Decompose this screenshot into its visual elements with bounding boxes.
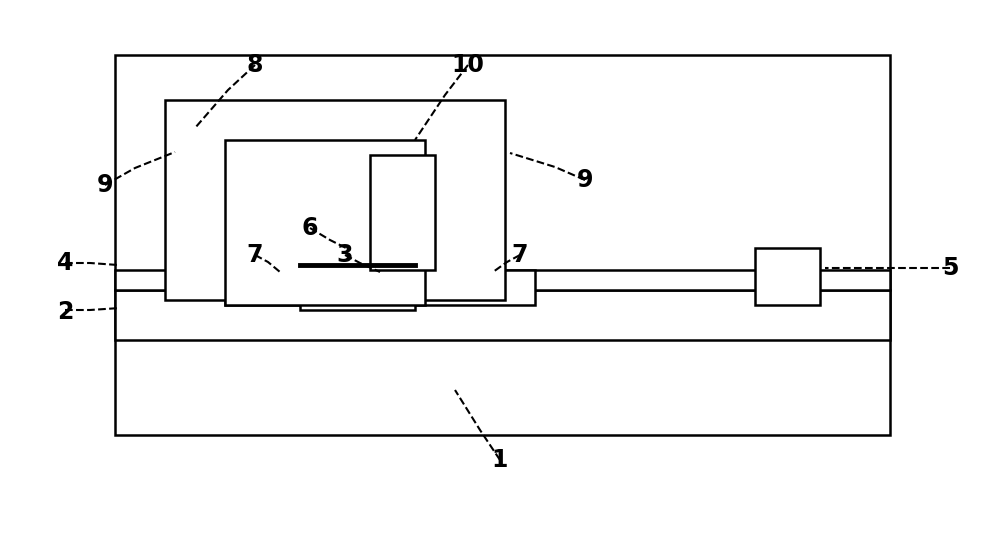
Text: 1: 1 [492,448,508,472]
Text: 4: 4 [57,251,73,275]
Bar [115,270,890,290]
Text: 9: 9 [577,168,593,192]
Text: 7: 7 [512,243,528,267]
Bar [300,215,415,310]
Bar [115,290,890,340]
Bar [755,248,820,305]
Text: 8: 8 [247,53,263,77]
Text: 3: 3 [337,243,353,267]
Text: 6: 6 [302,216,318,240]
Text: 9: 9 [97,173,113,197]
Bar [415,270,535,305]
Text: 2: 2 [57,300,73,324]
Text: 5: 5 [942,256,958,280]
Bar [225,140,425,305]
Bar [165,100,505,300]
Text: 7: 7 [247,243,263,267]
Bar [370,155,435,270]
Bar [115,55,890,435]
Text: 10: 10 [452,53,484,77]
Bar [300,270,415,305]
Bar [225,270,300,305]
